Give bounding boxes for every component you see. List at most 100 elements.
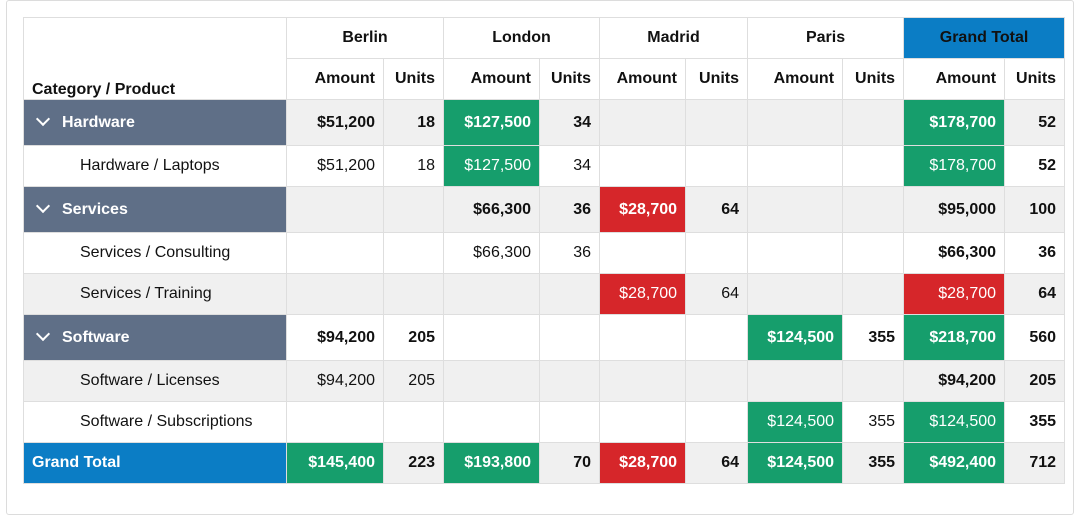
chevron-down-icon[interactable] — [35, 326, 51, 341]
cell-berlin-units — [383, 232, 444, 274]
cell-london-units: 34 — [538, 99, 601, 146]
cell-london-amount: $127,500 — [443, 145, 540, 187]
cell-london-amount: $66,300 — [443, 186, 540, 233]
madrid-units-header[interactable]: Units — [685, 58, 749, 100]
table-row: Software / Subscriptions $124,500 355 $1… — [23, 401, 1066, 443]
cell-madrid-amount — [599, 314, 687, 361]
column-header-grand-total[interactable]: Grand Total — [903, 17, 1066, 59]
grand-total-units-header[interactable]: Units — [1004, 58, 1066, 100]
column-header-paris[interactable]: Paris — [747, 17, 905, 59]
row-label: Software / Licenses — [23, 360, 287, 402]
cell-berlin-units: 18 — [383, 145, 444, 187]
pivot-table: Category / Product Berlin London Madrid … — [23, 17, 1066, 484]
berlin-amount-header[interactable]: Amount — [286, 58, 384, 100]
row-label: Hardware / Laptops — [23, 145, 287, 187]
cell-paris-units: 355 — [842, 401, 905, 443]
table-row: Services / Consulting $66,300 36 $66,300… — [23, 232, 1066, 274]
cell-madrid-amount: $28,700 — [599, 186, 687, 233]
cell-berlin-units — [383, 401, 444, 443]
table-row: Services / Training $28,700 64 $28,700 6… — [23, 273, 1066, 315]
corner-header[interactable]: Category / Product — [23, 17, 287, 100]
london-units-header[interactable]: Units — [538, 58, 601, 100]
cell-london-units — [538, 314, 601, 361]
cell-berlin-amount — [286, 401, 384, 443]
chevron-down-icon[interactable] — [35, 111, 51, 126]
group-label: Software — [62, 328, 130, 346]
cell-total-units: 205 — [1004, 360, 1066, 402]
cell-london-amount — [443, 360, 540, 402]
group-header-software[interactable]: Software — [23, 314, 287, 361]
cell-paris-amount — [747, 360, 844, 402]
cell-madrid-amount — [599, 401, 687, 443]
group-label: Services — [62, 200, 128, 218]
cell-berlin-amount — [286, 232, 384, 274]
cell-berlin-amount: $51,200 — [286, 145, 384, 187]
column-header-london[interactable]: London — [442, 17, 601, 59]
cell-london-units — [538, 273, 601, 315]
cell-london-units: 36 — [538, 232, 601, 274]
cell-paris-amount — [747, 99, 844, 146]
cell-total-units: 64 — [1004, 273, 1066, 315]
cell-berlin-units: 205 — [383, 360, 444, 402]
grand-total-label: Grand Total — [23, 442, 287, 484]
cell-berlin-units: 205 — [383, 314, 444, 361]
group-header-services[interactable]: Services — [23, 186, 287, 233]
cell-paris-units — [842, 99, 905, 146]
cell-madrid-units — [685, 401, 749, 443]
madrid-amount-header[interactable]: Amount — [599, 58, 687, 100]
london-amount-header[interactable]: Amount — [443, 58, 540, 100]
cell-madrid-units — [685, 360, 749, 402]
cell-total-amount: $492,400 — [903, 442, 1006, 484]
cell-london-amount: $127,500 — [443, 99, 540, 146]
group-label: Hardware — [62, 113, 135, 131]
cell-london-units — [538, 401, 601, 443]
cell-berlin-units: 18 — [383, 99, 444, 146]
group-row-services: Services $66,300 36 $28,700 64 $95,000 1… — [23, 186, 1066, 233]
group-header-hardware[interactable]: Hardware — [23, 99, 287, 146]
cell-madrid-amount: $28,700 — [599, 442, 687, 484]
cell-london-units — [538, 360, 601, 402]
cell-berlin-units — [383, 273, 444, 315]
row-label: Services / Consulting — [23, 232, 287, 274]
row-label: Software / Subscriptions — [23, 401, 287, 443]
cell-london-amount: $66,300 — [443, 232, 540, 274]
cell-paris-units: 355 — [842, 442, 905, 484]
paris-units-header[interactable]: Units — [842, 58, 905, 100]
grand-total-amount-header[interactable]: Amount — [903, 58, 1006, 100]
column-header-madrid[interactable]: Madrid — [599, 17, 749, 59]
cell-london-units: 36 — [538, 186, 601, 233]
cell-paris-units — [842, 273, 905, 315]
cell-paris-units: 355 — [842, 314, 905, 361]
table-row: Software / Licenses $94,200 205 $94,200 … — [23, 360, 1066, 402]
cell-total-units: 560 — [1004, 314, 1066, 361]
cell-paris-units — [842, 145, 905, 187]
cell-berlin-amount — [286, 273, 384, 315]
cell-total-amount: $66,300 — [903, 232, 1006, 274]
row-label: Services / Training — [23, 273, 287, 315]
cell-berlin-units — [383, 186, 444, 233]
cell-total-units: 712 — [1004, 442, 1066, 484]
cell-madrid-units: 64 — [685, 273, 749, 315]
cell-madrid-amount — [599, 145, 687, 187]
cell-paris-amount: $124,500 — [747, 401, 844, 443]
grand-total-row: Grand Total $145,400 223 $193,800 70 $28… — [23, 442, 1066, 484]
cell-madrid-amount — [599, 360, 687, 402]
cell-total-units: 52 — [1004, 99, 1066, 146]
group-row-software: Software $94,200 205 $124,500 355 $218,7… — [23, 314, 1066, 361]
chevron-down-icon[interactable] — [35, 198, 51, 213]
cell-total-amount: $218,700 — [903, 314, 1006, 361]
paris-amount-header[interactable]: Amount — [747, 58, 844, 100]
cell-paris-amount — [747, 273, 844, 315]
cell-total-amount: $124,500 — [903, 401, 1006, 443]
cell-paris-units — [842, 186, 905, 233]
group-row-hardware: Hardware $51,200 18 $127,500 34 $178,700… — [23, 99, 1066, 146]
cell-total-amount: $94,200 — [903, 360, 1006, 402]
column-header-berlin[interactable]: Berlin — [286, 17, 444, 59]
cell-total-amount: $95,000 — [903, 186, 1006, 233]
cell-london-amount — [443, 401, 540, 443]
cell-total-amount: $178,700 — [903, 145, 1006, 187]
berlin-units-header[interactable]: Units — [383, 58, 444, 100]
cell-berlin-amount: $51,200 — [286, 99, 384, 146]
cell-total-amount: $178,700 — [903, 99, 1006, 146]
cell-madrid-units — [685, 232, 749, 274]
